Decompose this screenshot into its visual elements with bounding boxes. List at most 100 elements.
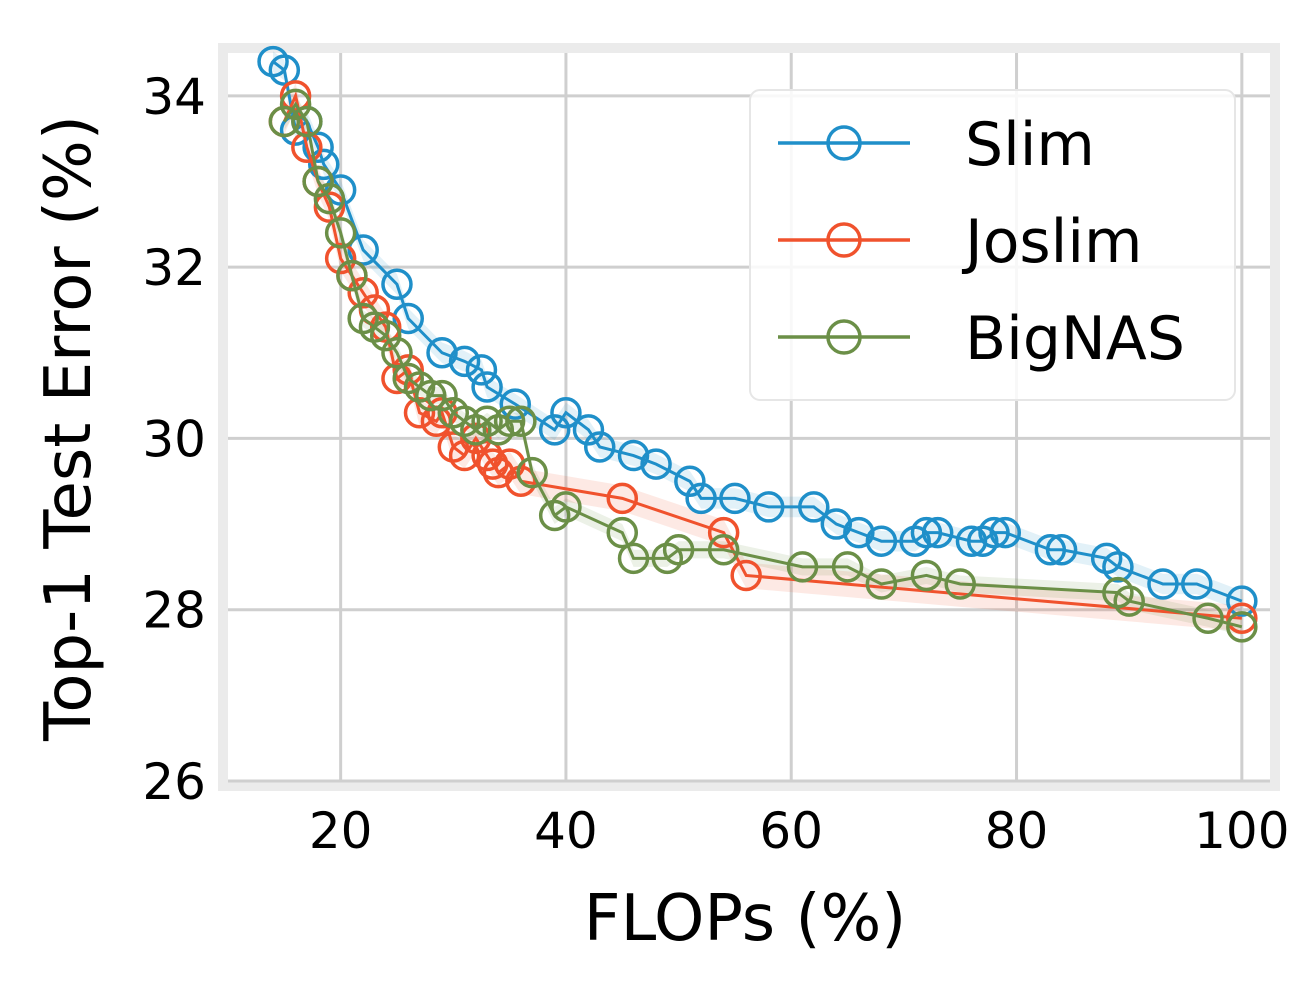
slim-point: [752, 491, 785, 523]
bignas-point: [550, 491, 582, 523]
y-tick-label: 28: [142, 582, 206, 640]
slim-point: [685, 482, 717, 515]
bignas-point: [336, 259, 368, 292]
joslim-point: [730, 559, 762, 592]
slim-point: [1102, 551, 1134, 583]
bignas-point: [493, 405, 526, 438]
legend-entry-slim: Slim: [778, 110, 1095, 180]
x-tick-label: 100: [1194, 802, 1289, 860]
y-tick-label: 26: [142, 753, 206, 811]
bignas-point: [1113, 585, 1145, 617]
joslim-point: [324, 242, 357, 275]
bignas-point: [279, 88, 312, 121]
tick-labels: 20 40 60 80 100 26 28 30 32 34: [142, 68, 1289, 860]
series-layer: [257, 45, 1258, 643]
bignas-point: [707, 534, 740, 566]
bignas-point: [313, 182, 346, 215]
legend-label-bignas: BigNAS: [965, 304, 1185, 374]
slim-point: [465, 354, 498, 386]
slim-point: [719, 482, 751, 515]
legend-marker-slim: [826, 125, 862, 161]
legend-entry-bignas: BigNAS: [778, 304, 1185, 374]
x-tick-label: 60: [759, 802, 823, 860]
joslim-point: [460, 422, 492, 455]
slim-point: [674, 465, 706, 497]
slim-line: [272, 60, 1243, 603]
slim-point: [1147, 568, 1179, 600]
slim-point: [308, 148, 340, 181]
slim-point: [1045, 534, 1078, 566]
slim-point: [499, 388, 532, 420]
y-tick-label: 30: [142, 410, 206, 468]
bignas-point: [302, 165, 334, 198]
joslim-point: [471, 439, 503, 472]
slim-point: [572, 414, 605, 446]
legend-label-slim: Slim: [965, 110, 1095, 180]
slim-point: [583, 431, 616, 463]
joslim-point: [707, 516, 740, 549]
joslim-point: [392, 354, 424, 386]
x-tick-label: 80: [985, 802, 1049, 860]
slim-point: [989, 516, 1022, 549]
joslim-point: [1226, 602, 1258, 635]
bignas-point: [617, 542, 650, 575]
slim-point: [392, 302, 424, 335]
joslim-point: [448, 439, 481, 472]
bignas-point: [606, 516, 639, 549]
legend-entry-joslim: Joslim: [778, 207, 1142, 277]
slim-point: [538, 414, 571, 446]
bignas-point: [324, 217, 357, 249]
bignas-point: [415, 379, 447, 412]
legend-box: [749, 89, 1236, 401]
slim-point: [268, 54, 301, 86]
slim-point: [955, 525, 988, 557]
joslim-point: [279, 80, 312, 112]
bignas-point: [1226, 611, 1258, 643]
bignas-point: [505, 405, 537, 438]
slim-point: [302, 131, 334, 163]
slim-point: [978, 516, 1010, 549]
bignas-point: [291, 105, 323, 138]
joslim-point: [493, 448, 526, 480]
slim-point: [381, 268, 413, 300]
slim-point: [820, 508, 853, 540]
y-tick-label: 32: [142, 239, 206, 297]
joslim-point: [403, 396, 436, 429]
slim-point: [865, 525, 898, 557]
x-tick-label: 40: [534, 802, 598, 860]
y-axis-title: Top-1 Test Error (%): [32, 115, 106, 742]
y-tick-label: 34: [142, 68, 206, 126]
slim-point: [448, 345, 481, 378]
bignas-point: [369, 319, 402, 352]
bignas-point: [662, 534, 695, 566]
bignas-point: [268, 105, 301, 138]
legend-marker-bignas: [826, 319, 862, 355]
slim-series: [257, 45, 1258, 617]
slim-point: [798, 491, 830, 523]
legend-label-joslim: Joslim: [961, 207, 1142, 277]
bignas-point: [831, 551, 864, 583]
joslim-point: [369, 311, 402, 343]
x-axis-title: FLOPs (%): [584, 882, 906, 956]
slim-point: [1034, 534, 1067, 566]
legend: Slim Joslim BigNAS: [749, 89, 1236, 401]
slim-point: [471, 371, 503, 403]
bignas-point: [381, 337, 413, 369]
x-tick-label: 20: [309, 802, 373, 860]
bignas-point: [1192, 602, 1224, 635]
slim-point: [910, 516, 943, 549]
bignas-series: [268, 88, 1258, 643]
slim-point: [1181, 568, 1213, 600]
bignas-point: [910, 559, 943, 592]
bignas-point: [426, 379, 458, 412]
joslim-point: [426, 396, 458, 429]
slim-point: [426, 337, 458, 369]
slim-point: [843, 516, 875, 549]
joslim-point: [606, 482, 639, 515]
bignas-point: [516, 456, 548, 489]
joslim-point: [347, 277, 379, 309]
joslim-point: [291, 131, 323, 163]
joslim-point: [313, 191, 346, 223]
slim-point: [921, 516, 954, 549]
